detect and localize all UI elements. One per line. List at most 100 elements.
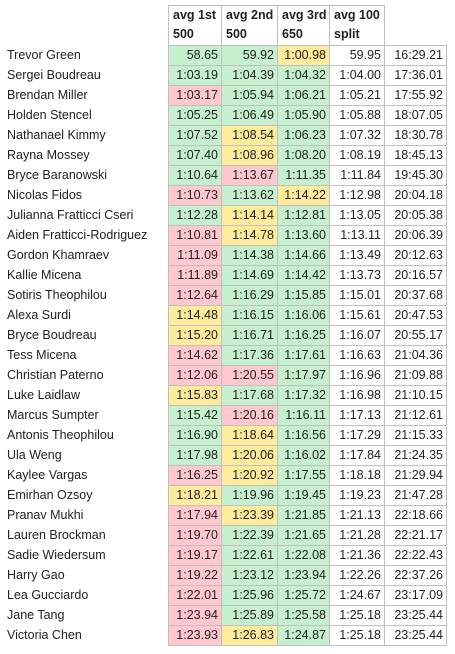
time-cell: 1:25.72 <box>278 586 330 606</box>
swimmer-name: Brendan Miller <box>7 88 88 102</box>
time-cell: 1:25.18 <box>330 606 385 626</box>
time-cell: 1:14.62 <box>168 346 222 366</box>
header-line: 650 <box>282 27 303 41</box>
time-cell: 1:17.13 <box>330 406 385 426</box>
time-cell: 18:07.05 <box>385 106 447 126</box>
swimmer-name: Gordon Khamraev <box>7 248 110 262</box>
time-cell: 1:16.29 <box>222 286 278 306</box>
time-cell: 59.95 <box>330 46 385 66</box>
time-cell: 18:30.78 <box>385 126 447 146</box>
time-cell: 1:25.58 <box>278 606 330 626</box>
time-cell: 21:04.36 <box>385 346 447 366</box>
time-cell: 21:15.33 <box>385 426 447 446</box>
header-line: split <box>334 27 360 41</box>
time-cell: 1:10.64 <box>168 166 222 186</box>
time-cell: 1:14.14 <box>222 206 278 226</box>
time-cell: 1:14.69 <box>222 266 278 286</box>
time-cell: 1:20.92 <box>222 466 278 486</box>
swimmer-name: Jane Tang <box>7 608 65 622</box>
time-cell: 1:13.73 <box>330 266 385 286</box>
time-cell: 16:29.21 <box>385 46 447 66</box>
header-line: avg 100 <box>334 8 380 22</box>
time-cell: 1:21.13 <box>330 506 385 526</box>
time-cell: 1:18.64 <box>222 426 278 446</box>
time-cell: 1:19.96 <box>222 486 278 506</box>
time-cell: 1:15.85 <box>278 286 330 306</box>
header-line: avg 1st <box>173 8 217 22</box>
swimmer-name: Emirhan Ozsoy <box>7 488 93 502</box>
header-line: avg 3rd <box>282 8 327 22</box>
time-cell: 1:17.32 <box>278 386 330 406</box>
time-cell: 1:05.94 <box>222 86 278 106</box>
time-cell: 1:08.96 <box>222 146 278 166</box>
time-cell: 22:37.26 <box>385 566 447 586</box>
time-cell: 1:13.49 <box>330 246 385 266</box>
column-header-blank <box>385 5 447 46</box>
time-cell: 21:24.35 <box>385 446 447 466</box>
time-cell: 1:11.09 <box>168 246 222 266</box>
time-cell: 1:07.32 <box>330 126 385 146</box>
time-cell: 1:10.81 <box>168 226 222 246</box>
time-cell: 1:14.48 <box>168 306 222 326</box>
time-cell: 1:24.87 <box>278 626 330 646</box>
time-cell: 1:26.83 <box>222 626 278 646</box>
time-cell: 1:17.61 <box>278 346 330 366</box>
time-cell: 1:22.26 <box>330 566 385 586</box>
swimmer-name: Pranav Mukhi <box>7 508 84 522</box>
time-cell: 58.65 <box>168 46 222 66</box>
time-cell: 20:06.39 <box>385 226 447 246</box>
time-cell: 1:17.94 <box>168 506 222 526</box>
swimmer-name: Antonis Theophilou <box>7 428 114 442</box>
swimmer-name: Victoria Chen <box>7 628 82 642</box>
time-cell: 18:45.13 <box>385 146 447 166</box>
header-line: avg 2nd <box>226 8 274 22</box>
time-cell: 21:09.88 <box>385 366 447 386</box>
swimmer-name: Kallie Micena <box>7 268 82 282</box>
time-cell: 1:19.22 <box>168 566 222 586</box>
time-cell: 1:11.89 <box>168 266 222 286</box>
time-cell: 20:05.38 <box>385 206 447 226</box>
time-cell: 1:19.70 <box>168 526 222 546</box>
time-cell: 1:12.28 <box>168 206 222 226</box>
time-cell: 1:03.17 <box>168 86 222 106</box>
time-cell: 1:23.94 <box>278 566 330 586</box>
time-cell: 1:13.05 <box>330 206 385 226</box>
time-cell: 1:17.36 <box>222 346 278 366</box>
time-cell: 1:06.23 <box>278 126 330 146</box>
swimmer-name: Sadie Wiedersum <box>7 548 106 562</box>
time-cell: 1:21.28 <box>330 526 385 546</box>
time-cell: 1:07.52 <box>168 126 222 146</box>
time-cell: 17:36.01 <box>385 66 447 86</box>
time-cell: 1:14.38 <box>222 246 278 266</box>
time-cell: 1:13.60 <box>278 226 330 246</box>
time-cell: 1:05.90 <box>278 106 330 126</box>
time-cell: 1:08.20 <box>278 146 330 166</box>
time-cell: 22:22.43 <box>385 546 447 566</box>
time-cell: 1:12.98 <box>330 186 385 206</box>
time-cell: 1:05.21 <box>330 86 385 106</box>
time-cell: 1:16.11 <box>278 406 330 426</box>
time-cell: 1:14.66 <box>278 246 330 266</box>
time-cell: 1:25.89 <box>222 606 278 626</box>
swimmer-name: Alexa Surdi <box>7 308 71 322</box>
time-cell: 59.92 <box>222 46 278 66</box>
time-cell: 1:23.94 <box>168 606 222 626</box>
time-cell: 1:16.15 <box>222 306 278 326</box>
swimmer-name: Holden Stencel <box>7 108 92 122</box>
swimmer-name: Nathanael Kimmy <box>7 128 106 142</box>
time-cell: 1:04.32 <box>278 66 330 86</box>
time-cell: 1:17.29 <box>330 426 385 446</box>
swimmer-name: Aiden Fratticci-Rodriguez <box>7 228 148 242</box>
time-cell: 1:14.42 <box>278 266 330 286</box>
time-cell: 1:15.42 <box>168 406 222 426</box>
time-cell: 1:19.45 <box>278 486 330 506</box>
time-cell: 1:16.07 <box>330 326 385 346</box>
swimmer-name: Bryce Baranowski <box>7 168 108 182</box>
time-cell: 1:23.39 <box>222 506 278 526</box>
time-cell: 1:21.65 <box>278 526 330 546</box>
time-cell: 1:17.97 <box>278 366 330 386</box>
swimmer-name: Trevor Green <box>7 48 81 62</box>
time-cell: 1:16.25 <box>278 326 330 346</box>
column-header: avg 100 split <box>330 5 385 46</box>
time-cell: 1:21.85 <box>278 506 330 526</box>
